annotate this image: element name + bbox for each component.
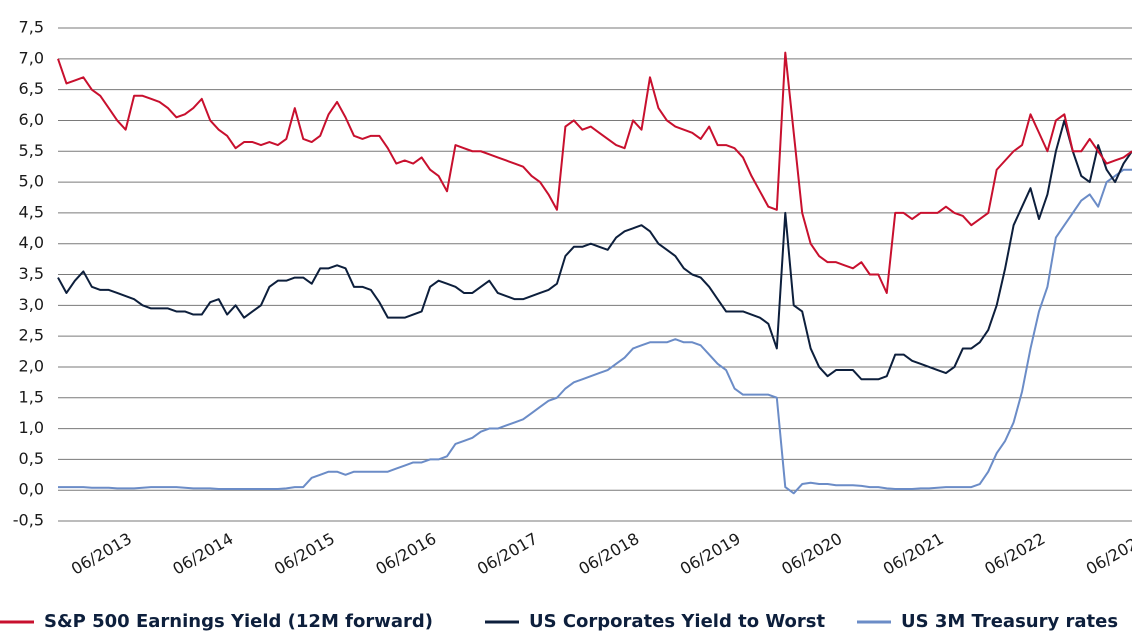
y-tick-label: 3,5 (19, 264, 44, 283)
y-tick-label: 6,5 (19, 79, 44, 98)
legend-label: S&P 500 Earnings Yield (12M forward) (44, 611, 433, 632)
x-tick-label: 06/2023 (1083, 529, 1132, 579)
y-tick-label: 2,5 (19, 326, 44, 345)
y-tick-label: 3,0 (19, 295, 44, 314)
x-tick-label: 06/2021 (880, 529, 947, 579)
y-tick-label: 6,0 (19, 110, 44, 129)
y-tick-label: 1,0 (19, 418, 44, 437)
x-tick-label: 06/2014 (169, 529, 236, 579)
x-tick-label: 06/2016 (372, 529, 439, 579)
y-tick-label: -0,5 (13, 511, 44, 530)
x-tick-label: 06/2017 (474, 529, 541, 579)
y-tick-label: 0,0 (19, 480, 44, 499)
y-tick-label: 5,0 (19, 172, 44, 191)
x-tick-label: 06/2018 (575, 529, 642, 579)
legend-label: US Corporates Yield to Worst (529, 611, 826, 632)
y-tick-label: 2,0 (19, 356, 44, 375)
y-tick-label: 7,0 (19, 48, 44, 67)
series-line (57, 119, 1132, 381)
x-tick-label: 06/2022 (981, 529, 1048, 579)
legend-label: US 3M Treasury rates (901, 611, 1118, 632)
series-line (58, 168, 1132, 495)
y-tick-label: 4,0 (19, 233, 44, 252)
y-tick-label: 5,5 (19, 141, 44, 160)
y-tick-label: 0,5 (19, 449, 44, 468)
y-tick-label: 4,5 (19, 202, 44, 221)
series-line (57, 51, 1132, 294)
x-tick-label: 06/2019 (677, 529, 744, 579)
x-tick-label: 06/2013 (68, 529, 135, 579)
y-tick-label: 7,5 (19, 18, 44, 37)
x-tick-label: 06/2020 (778, 529, 845, 579)
x-tick-label: 06/2015 (271, 529, 338, 579)
y-tick-label: 1,5 (19, 387, 44, 406)
